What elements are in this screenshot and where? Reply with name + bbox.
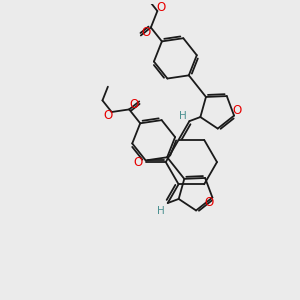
Text: H: H — [178, 111, 186, 121]
Text: H: H — [157, 206, 165, 216]
Text: O: O — [130, 98, 139, 111]
Text: O: O — [205, 196, 214, 209]
Text: O: O — [134, 156, 143, 169]
Text: O: O — [232, 104, 242, 117]
Text: O: O — [103, 110, 112, 122]
Text: O: O — [141, 26, 150, 39]
Text: O: O — [157, 1, 166, 13]
